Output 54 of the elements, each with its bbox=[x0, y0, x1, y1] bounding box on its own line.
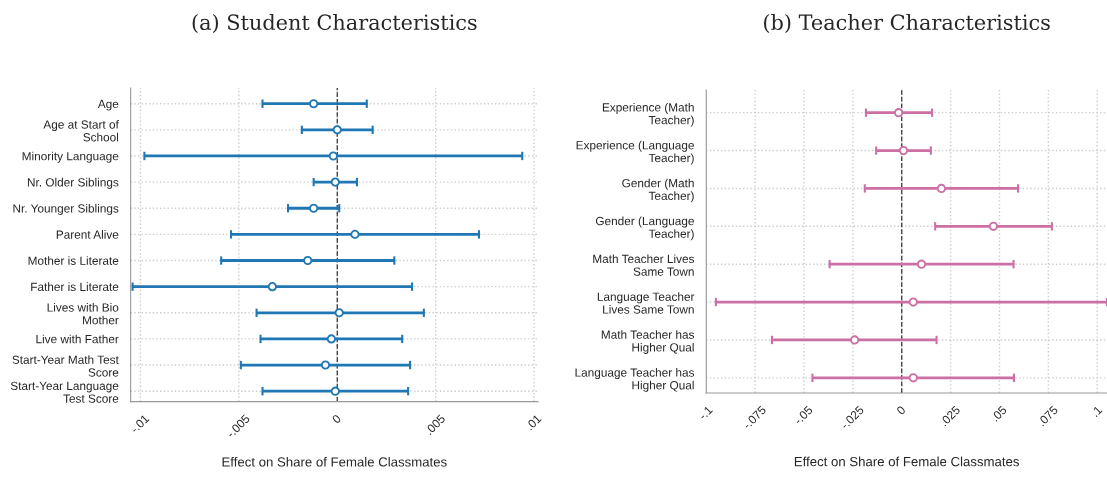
y-tick-label: Lives with Bio Mother bbox=[47, 303, 119, 325]
y-tick-label: Parent Alive bbox=[56, 230, 119, 239]
point bbox=[988, 221, 999, 231]
x-tick-label: .05 bbox=[990, 405, 1008, 422]
point bbox=[850, 335, 860, 345]
point bbox=[330, 386, 340, 396]
point bbox=[303, 255, 313, 266]
y-tick-label: Minority Language bbox=[22, 151, 119, 163]
y-tick-label: Live with Father bbox=[36, 334, 119, 344]
x-tick-label: .01 bbox=[525, 414, 542, 431]
point bbox=[328, 151, 338, 161]
y-tick-label: Math Teacher Lives Same Town bbox=[593, 254, 695, 276]
x-axis-title: Effect on Share of Female Classmates bbox=[222, 456, 447, 467]
point bbox=[908, 297, 918, 307]
point bbox=[330, 177, 340, 187]
x-tick-label: .025 bbox=[939, 405, 961, 427]
x-tick-label: .1 bbox=[1090, 405, 1103, 418]
y-tick-label: Mother is Literate bbox=[28, 256, 119, 265]
y-tick-label: Language Teacher has Higher Qual bbox=[575, 368, 695, 392]
point bbox=[894, 108, 904, 118]
y-tick-label: Experience (Language Teacher) bbox=[576, 140, 694, 165]
chart-title: (a) Student Characteristics bbox=[192, 13, 477, 34]
point bbox=[898, 145, 909, 156]
point bbox=[908, 373, 918, 383]
point bbox=[332, 125, 342, 135]
y-tick-label: Gender (Language Teacher) bbox=[595, 216, 694, 241]
y-tick-label: Experience (Math Teacher) bbox=[602, 102, 694, 127]
point bbox=[309, 99, 319, 109]
y-tick-label: Math Teacher has Higher Qual bbox=[601, 330, 695, 354]
x-axis-title: Effect on Share of Female Classmates bbox=[794, 456, 1019, 467]
y-tick-label: Start-Year Math Test Score bbox=[12, 355, 119, 377]
point bbox=[320, 360, 331, 370]
point bbox=[326, 334, 336, 344]
y-tick-label: Father is Literate bbox=[31, 282, 119, 292]
y-tick-label: Start-Year Language Test Score bbox=[10, 381, 119, 403]
x-tick-label: -.1 bbox=[698, 405, 713, 421]
point bbox=[334, 308, 344, 318]
y-tick-label: Nr. Older Siblings bbox=[27, 177, 119, 189]
y-tick-label: Age at Start of School bbox=[43, 120, 119, 142]
point bbox=[916, 259, 927, 269]
y-tick-label: Language Teacher Lives Same Town bbox=[597, 292, 695, 314]
point bbox=[350, 229, 360, 239]
y-tick-label: Gender (Math Teacher) bbox=[622, 178, 694, 203]
chart-title: (b) Teacher Characteristics bbox=[764, 13, 1050, 34]
x-tick-label: -.01 bbox=[129, 414, 150, 434]
y-tick-label: Age bbox=[97, 99, 119, 111]
point bbox=[309, 203, 319, 213]
x-tick-label: .075 bbox=[1037, 405, 1059, 427]
point bbox=[936, 183, 947, 194]
x-tick-label: 0 bbox=[896, 405, 906, 416]
x-tick-label: -.05 bbox=[793, 405, 814, 425]
point bbox=[267, 282, 277, 292]
x-tick-label: 0 bbox=[331, 413, 342, 424]
y-tick-label: Nr. Younger Siblings bbox=[13, 203, 119, 215]
